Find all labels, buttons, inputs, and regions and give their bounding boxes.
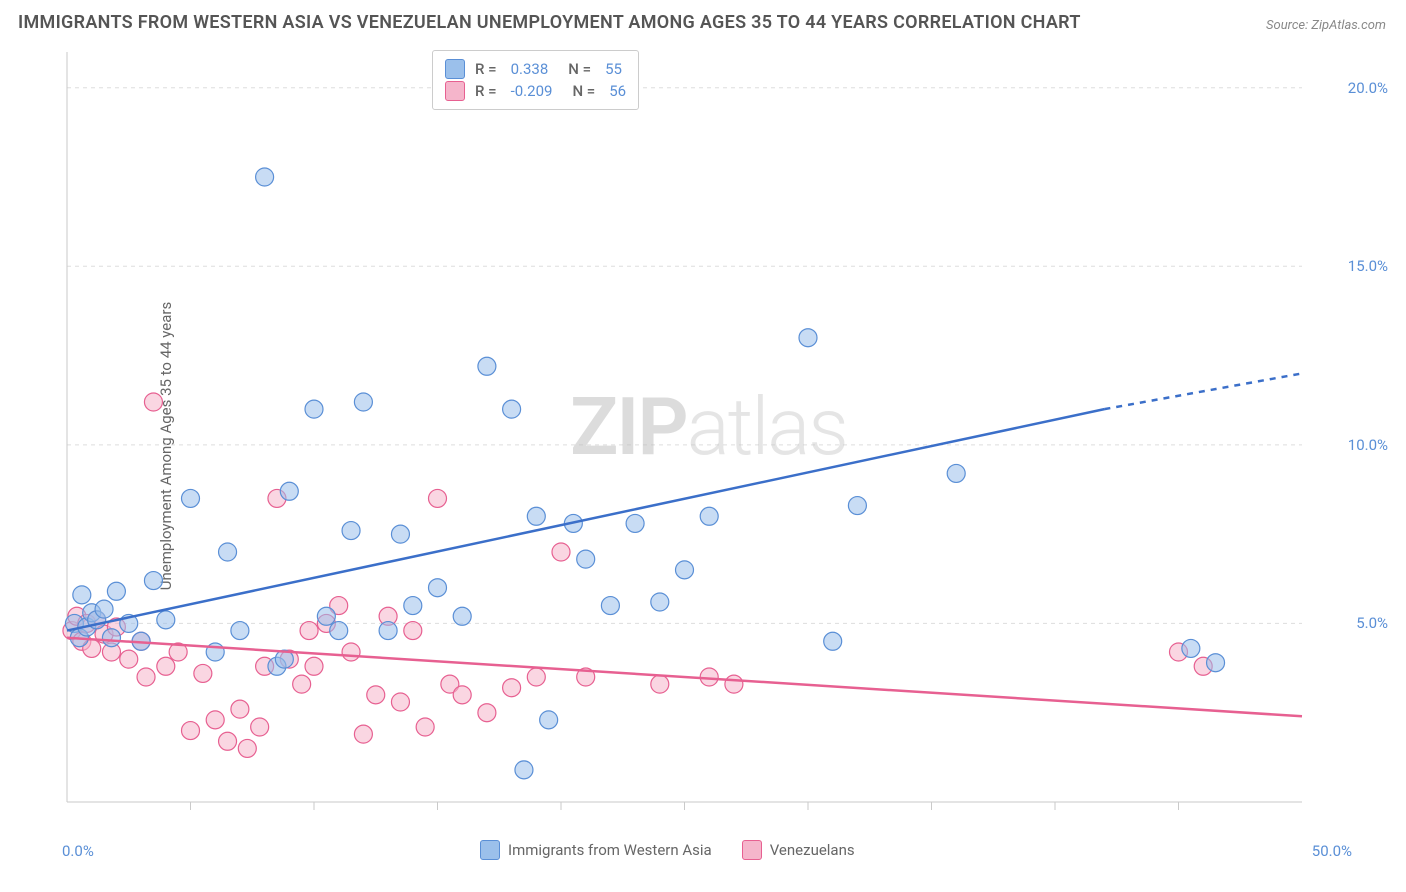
- x-axis-tick-last: 50.0%: [1312, 842, 1352, 860]
- legend-row-pink: R = -0.209 N = 56: [445, 81, 626, 101]
- series-legend: Immigrants from Western Asia Venezuelans: [480, 840, 855, 860]
- legend-item-pink: Venezuelans: [742, 840, 855, 860]
- source-attribution: Source: ZipAtlas.com: [1266, 18, 1386, 33]
- correlation-legend: R = 0.338 N = 55 R = -0.209 N = 56: [432, 50, 639, 110]
- swatch-pink-icon: [445, 81, 465, 101]
- y-axis-tick: 20.0%: [1348, 79, 1388, 97]
- swatch-blue-icon: [480, 840, 500, 860]
- swatch-pink-icon: [742, 840, 762, 860]
- swatch-blue-icon: [445, 59, 465, 79]
- y-axis-tick: 10.0%: [1348, 436, 1388, 454]
- x-axis-tick-first: 0.0%: [62, 842, 94, 860]
- scatter-chart-svg: [62, 52, 1352, 832]
- chart-title: IMMIGRANTS FROM WESTERN ASIA VS VENEZUEL…: [18, 12, 1081, 33]
- plot-area: [62, 52, 1352, 832]
- y-axis-tick: 15.0%: [1348, 257, 1388, 275]
- y-axis-tick: 5.0%: [1356, 614, 1388, 632]
- legend-row-blue: R = 0.338 N = 55: [445, 59, 626, 79]
- legend-item-blue: Immigrants from Western Asia: [480, 840, 712, 860]
